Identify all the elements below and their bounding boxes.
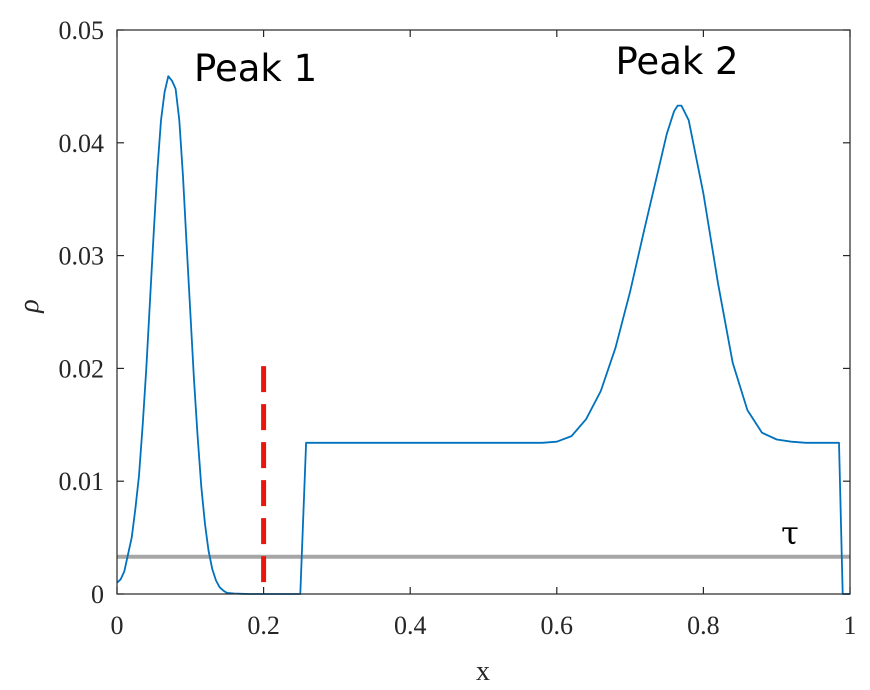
x-axis-label: x: [476, 656, 490, 687]
y-tick-label: 0.02: [59, 354, 105, 383]
y-axis-label: ρ: [14, 299, 45, 313]
y-tick-label: 0.01: [59, 467, 105, 496]
y-tick-label: 0.05: [59, 16, 105, 45]
x-tick-label: 0.4: [394, 611, 427, 640]
threshold-label: τ: [781, 514, 799, 552]
plot-frame: [116, 29, 851, 595]
x-tick-label: 0.6: [541, 611, 574, 640]
x-tick-label: 0.2: [247, 611, 280, 640]
plot-area-background: [117, 30, 850, 594]
x-tick-label: 1: [844, 611, 857, 640]
y-tick-label: 0: [91, 580, 104, 609]
y-tick-label: 0.03: [59, 242, 105, 271]
x-tick-label: 0.8: [687, 611, 720, 640]
peak-annotation: Peak 2: [615, 40, 738, 83]
x-tick-label: 0: [111, 611, 124, 640]
peak-annotation: Peak 1: [194, 47, 317, 90]
y-tick-label: 0.04: [59, 129, 105, 158]
